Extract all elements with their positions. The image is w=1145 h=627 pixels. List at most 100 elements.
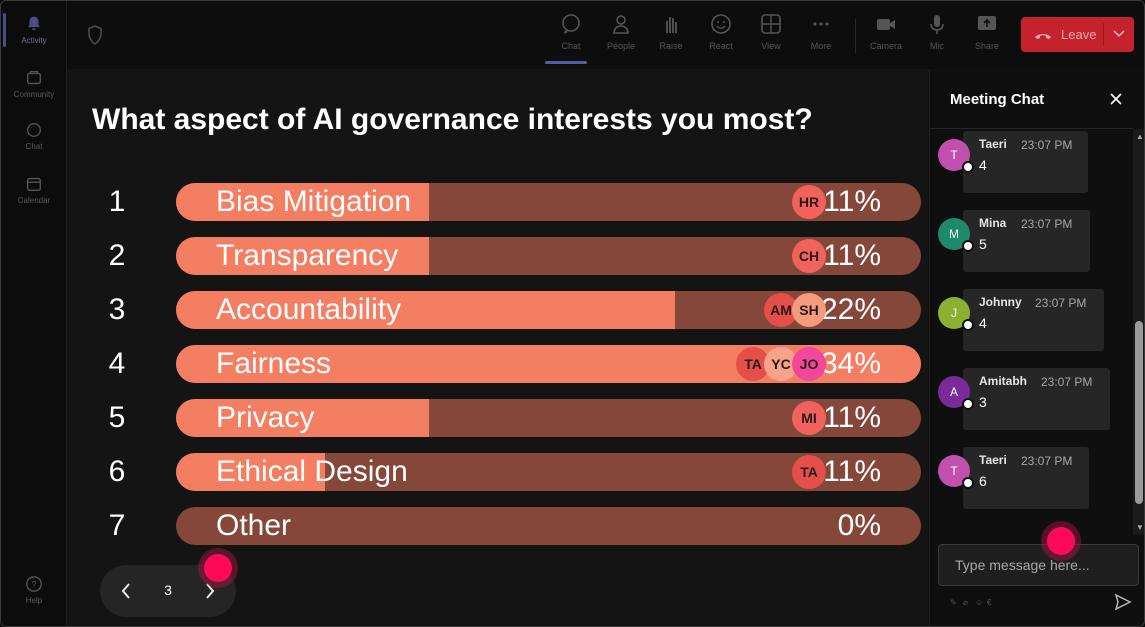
send-icon[interactable] — [1114, 593, 1132, 611]
more-icon — [813, 22, 829, 26]
meeting-toolbar: Chat People Raise React View More Camera — [67, 1, 1144, 69]
option-label: Other — [216, 509, 292, 542]
chat-scrollbar-thumb[interactable] — [1135, 321, 1143, 504]
message-text: 4 — [979, 157, 987, 173]
poll-option-row: 1 Bias Mitigation 11% HR — [67, 183, 929, 221]
option-label: Bias Mitigation — [216, 185, 412, 218]
scroll-up-arrow-icon[interactable]: ▲ — [1136, 132, 1144, 141]
chat-message: Amitabh 23:07 PM 3 A — [938, 368, 1118, 430]
poll-question: What aspect of AI governance interests y… — [92, 103, 813, 136]
rail-item-help[interactable]: ? Help — [1, 565, 67, 615]
option-label: Accountability — [216, 293, 402, 326]
toolbar-raise-button[interactable]: Raise — [649, 11, 693, 61]
toolbar-view-button[interactable]: View — [749, 11, 793, 61]
option-percentage: 11% — [823, 455, 881, 488]
option-bar-fill — [176, 399, 429, 437]
message-timestamp: 23:07 PM — [1041, 375, 1093, 389]
toolbar-react-button[interactable]: React — [699, 11, 743, 61]
option-label: Privacy — [216, 401, 315, 434]
meeting-chat-panel: Meeting Chat Taeri 23:07 PM 4 T Mina 23:07 PM… — [929, 69, 1144, 626]
message-text: 3 — [979, 394, 987, 410]
sender-name: Taeri — [979, 137, 1007, 151]
option-bar: Fairness 34% TA YC JO — [176, 345, 921, 383]
message-bubble: Taeri 23:07 PM 4 — [963, 131, 1088, 193]
toolbar-button-label: Mic — [930, 41, 944, 51]
toolbar-people-button[interactable]: People — [599, 11, 643, 61]
toolbar-button-label: View — [761, 41, 781, 51]
rail-item-label: Calendar — [17, 196, 51, 205]
voter-avatar: TA — [792, 455, 826, 489]
option-percentage: 11% — [823, 185, 881, 218]
poll-results: What aspect of AI governance interests y… — [67, 69, 929, 626]
gif-icon[interactable]: € — [987, 598, 992, 607]
poll-option-row: 4 Fairness 34% TA YC JO — [67, 345, 929, 383]
sender-name: Johnny — [979, 295, 1022, 309]
attach-icon[interactable]: ⌀ — [963, 598, 968, 607]
message-bubble: Amitabh 23:07 PM 3 — [963, 368, 1110, 430]
format-text-icon[interactable]: ✎ — [950, 598, 957, 607]
pointer-highlight-dot — [1047, 527, 1075, 555]
message-text: 6 — [979, 473, 987, 489]
presence-status-icon — [962, 161, 974, 173]
toolbar-camera-button[interactable]: Camera — [864, 11, 908, 61]
scroll-down-arrow-icon[interactable]: ▼ — [1136, 523, 1144, 532]
option-bar: Ethical Design 11% TA — [176, 453, 921, 491]
toolbar-button-label: More — [810, 41, 832, 51]
chevron-right-icon[interactable] — [200, 581, 220, 601]
chat-message-input[interactable] — [938, 544, 1139, 586]
emoji-icon[interactable]: ☺ — [975, 598, 984, 607]
leave-button[interactable]: Leave — [1021, 17, 1134, 52]
option-bar: Privacy 11% MI — [176, 399, 921, 437]
react-icon — [711, 14, 731, 34]
poll-option-row: 7 Other 0% — [67, 507, 929, 545]
presence-status-icon — [962, 398, 974, 410]
poll-option-row: 3 Accountability 22% AM SH — [67, 291, 929, 329]
toolbar-chat-button[interactable]: Chat — [545, 11, 593, 64]
community-icon — [27, 71, 41, 85]
camera-icon — [877, 19, 895, 30]
option-percentage: 11% — [823, 239, 881, 272]
help-icon: ? — [26, 576, 42, 592]
close-icon[interactable] — [1108, 91, 1124, 107]
option-number: 2 — [108, 239, 126, 272]
toolbar-button-label: Raise — [659, 41, 683, 51]
option-percentage: 11% — [823, 401, 881, 434]
toolbar-mic-button[interactable]: Mic — [915, 11, 959, 61]
option-bar-fill — [176, 237, 429, 275]
page-number: 3 — [164, 582, 172, 598]
chat-message: Taeri 23:07 PM 6 T — [938, 447, 1118, 509]
rail-item-chat[interactable]: Chat — [1, 111, 67, 161]
message-text: 5 — [979, 236, 987, 252]
option-percentage: 22% — [820, 293, 881, 326]
toolbar-more-button[interactable]: More — [799, 11, 843, 61]
rail-item-activity[interactable]: Activity — [1, 5, 67, 55]
avatar[interactable]: A — [938, 376, 970, 408]
option-percentage: 0% — [837, 509, 881, 542]
presence-status-icon — [962, 319, 974, 331]
option-bar: Bias Mitigation 11% HR — [176, 183, 921, 221]
rail-item-calendar[interactable]: Calendar — [1, 165, 67, 215]
option-bar-fill — [176, 453, 325, 491]
svg-text:?: ? — [31, 580, 36, 590]
sender-name: Taeri — [979, 453, 1007, 467]
option-label: Fairness — [216, 347, 332, 380]
chat-message: Johnny 23:07 PM 4 J — [938, 289, 1118, 351]
raise-hand-icon — [666, 17, 677, 33]
poll-option-row: 6 Ethical Design 11% TA — [67, 453, 929, 491]
option-number: 3 — [108, 293, 126, 326]
chevron-left-icon[interactable] — [116, 581, 136, 601]
rail-item-community[interactable]: Community — [1, 59, 67, 109]
voter-avatar: CH — [792, 239, 826, 273]
calendar-icon — [27, 177, 41, 191]
toolbar-divider — [855, 19, 856, 53]
toolbar-share-button[interactable]: Share — [965, 11, 1009, 61]
rail-item-label: Community — [13, 90, 55, 99]
mic-icon — [930, 15, 944, 34]
chat-divider — [930, 128, 1133, 129]
chevron-down-icon[interactable] — [1111, 25, 1127, 41]
option-label: Transparency — [216, 239, 399, 272]
rail-item-label: Help — [25, 596, 43, 605]
view-grid-icon — [761, 14, 781, 34]
left-rail: Activity Community Chat Calendar ? Help — [1, 1, 67, 626]
